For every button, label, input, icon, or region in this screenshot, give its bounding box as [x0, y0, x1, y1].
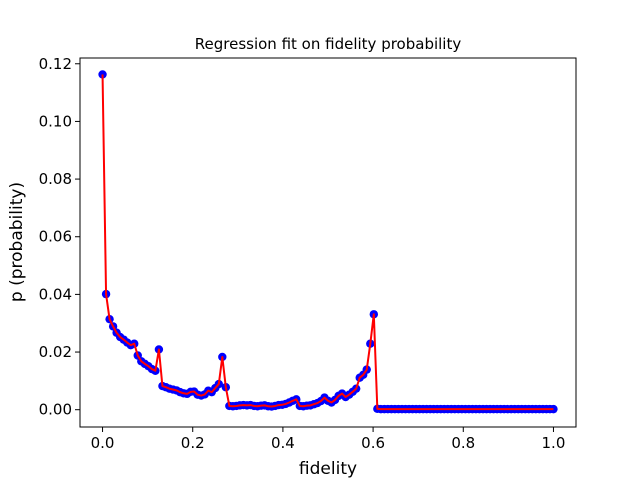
axes-frame: [79, 57, 577, 428]
y-tick-label: 0.12: [39, 55, 72, 73]
fit-line: [101, 74, 554, 411]
y-tick-label: 0.04: [39, 285, 72, 303]
x-tick-label: 0.8: [451, 434, 475, 452]
x-tick-label: 1.0: [542, 434, 566, 452]
y-tick-label: 0.10: [39, 112, 72, 130]
y-tick-label: 0.00: [39, 401, 72, 419]
y-tick-label: 0.08: [39, 170, 72, 188]
x-axis-label: fidelity: [299, 459, 357, 479]
y-axis-label: p (probability): [7, 182, 27, 302]
x-tick-label: 0.4: [271, 434, 295, 452]
x-tick-label: 0.0: [91, 434, 115, 452]
chart-title: Regression fit on fidelity probability: [195, 35, 462, 53]
y-tick-label: 0.06: [39, 228, 72, 246]
y-tick-label: 0.02: [39, 343, 72, 361]
x-tick-label: 0.2: [181, 434, 205, 452]
plot-area: [98, 70, 558, 414]
axes: 0.0 0.2 0.4 0.6 0.8 1.0 0.00 0.02 0.04 0.06 0.08 0.…: [39, 55, 577, 452]
x-tick-label: 0.6: [361, 434, 385, 452]
